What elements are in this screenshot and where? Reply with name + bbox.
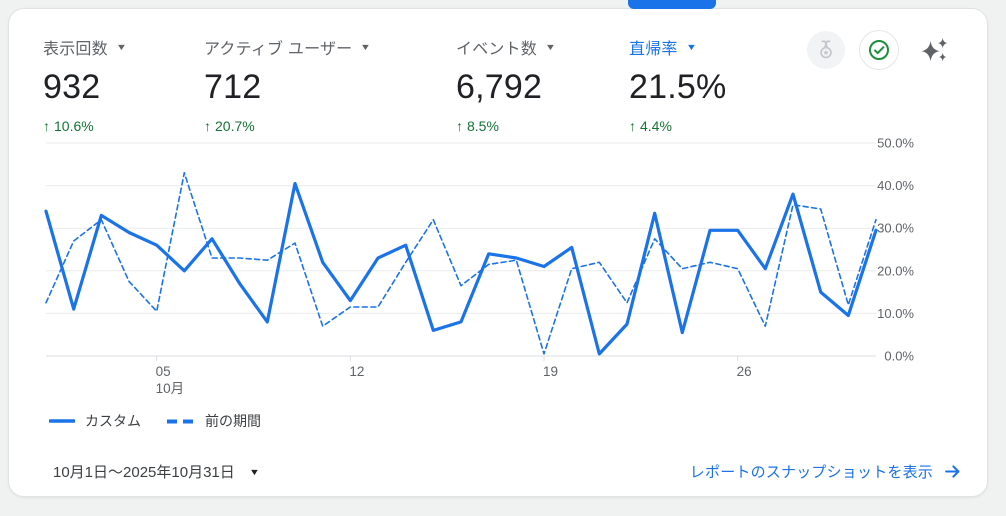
arrow-up-icon: ↑ xyxy=(629,118,636,134)
metric-delta: ↑ 20.7% xyxy=(204,118,370,134)
metric-event-count[interactable]: イベント数 ▼ 6,792 ↑ 8.5% xyxy=(456,35,557,134)
overview-report-card: 表示回数 ▼ 932 ↑ 10.6% アクティブ ユーザー ▼ 712 ↑ 20… xyxy=(8,8,988,497)
medal-icon[interactable] xyxy=(807,31,845,69)
metric-label: 表示回数 xyxy=(43,41,108,58)
arrow-up-icon: ↑ xyxy=(456,118,463,134)
metric-active-users-dropdown[interactable]: アクティブ ユーザー ▼ xyxy=(204,35,372,59)
selected-metric-tab-indicator xyxy=(628,0,716,9)
svg-text:10.0%: 10.0% xyxy=(877,306,914,321)
metric-delta: ↑ 10.6% xyxy=(43,118,126,134)
metric-active-users[interactable]: アクティブ ユーザー ▼ 712 ↑ 20.7% xyxy=(204,35,372,134)
sparkle-icon[interactable] xyxy=(913,29,955,71)
legend-item-custom: カスタム xyxy=(49,411,141,431)
svg-text:05: 05 xyxy=(156,364,171,379)
legend-label: カスタム xyxy=(85,413,141,429)
metric-value: 21.5% xyxy=(629,68,727,106)
delta-percent: 20.7% xyxy=(215,118,255,134)
metric-value: 712 xyxy=(204,68,262,106)
chevron-down-icon: ▼ xyxy=(685,42,697,52)
delta-percent: 10.6% xyxy=(54,118,94,134)
svg-text:40.0%: 40.0% xyxy=(877,178,914,193)
svg-text:20.0%: 20.0% xyxy=(877,263,914,278)
svg-text:12: 12 xyxy=(349,364,364,379)
chart-legend: カスタム 前の期間 xyxy=(49,411,261,431)
metric-bounce-rate[interactable]: 直帰率 ▼ 21.5% ↑ 4.4% xyxy=(629,35,726,134)
delta-percent: 4.4% xyxy=(640,118,672,134)
chevron-down-icon: ▼ xyxy=(115,42,127,52)
metric-views[interactable]: 表示回数 ▼ 932 ↑ 10.6% xyxy=(43,35,127,134)
date-range-label: 10月1日〜2025年10月31日 xyxy=(53,464,235,481)
legend-label: 前の期間 xyxy=(205,413,261,429)
svg-text:19: 19 xyxy=(543,364,558,379)
delta-percent: 8.5% xyxy=(467,118,499,134)
arrow-up-icon: ↑ xyxy=(204,118,211,134)
metric-delta: ↑ 8.5% xyxy=(456,118,555,134)
metric-bounce-rate-dropdown[interactable]: 直帰率 ▼ xyxy=(629,35,726,59)
snapshot-link-label: レポートのスナップショットを表示 xyxy=(689,464,933,481)
metric-delta: ↑ 4.4% xyxy=(629,118,726,134)
arrow-right-icon xyxy=(945,465,960,478)
check-circle-icon[interactable] xyxy=(859,30,899,70)
svg-text:10月: 10月 xyxy=(156,381,185,396)
svg-text:26: 26 xyxy=(737,364,752,379)
arrow-up-icon: ↑ xyxy=(43,118,50,134)
report-snapshot-link[interactable]: レポートのスナップショットを表示 xyxy=(690,461,961,482)
chevron-down-icon: ▼ xyxy=(544,42,557,52)
metric-value: 932 xyxy=(43,68,101,106)
dashed-line-swatch xyxy=(167,419,195,423)
chevron-down-icon: ▼ xyxy=(360,42,372,52)
svg-text:0.0%: 0.0% xyxy=(884,349,914,364)
metric-views-dropdown[interactable]: 表示回数 ▼ xyxy=(43,35,127,59)
metric-value: 6,792 xyxy=(456,68,543,106)
metric-label: アクティブ ユーザー xyxy=(204,41,353,58)
svg-text:50.0%: 50.0% xyxy=(877,136,914,151)
solid-line-swatch xyxy=(49,419,75,423)
header-icon-group xyxy=(807,29,955,71)
metric-label: 直帰率 xyxy=(629,41,678,58)
metric-label: イベント数 xyxy=(456,41,538,58)
svg-text:30.0%: 30.0% xyxy=(877,221,914,236)
legend-item-previous-period: 前の期間 xyxy=(167,411,261,431)
metric-event-count-dropdown[interactable]: イベント数 ▼ xyxy=(456,35,557,59)
chevron-down-icon: ▼ xyxy=(248,466,260,477)
timeseries-line-chart: 0.0% 10.0% 20.0% 30.0% 40.0% 50.0% 05 10月 12 19 26 xyxy=(44,136,914,396)
date-range-selector[interactable]: 10月1日〜2025年10月31日 ▼ xyxy=(53,461,260,482)
